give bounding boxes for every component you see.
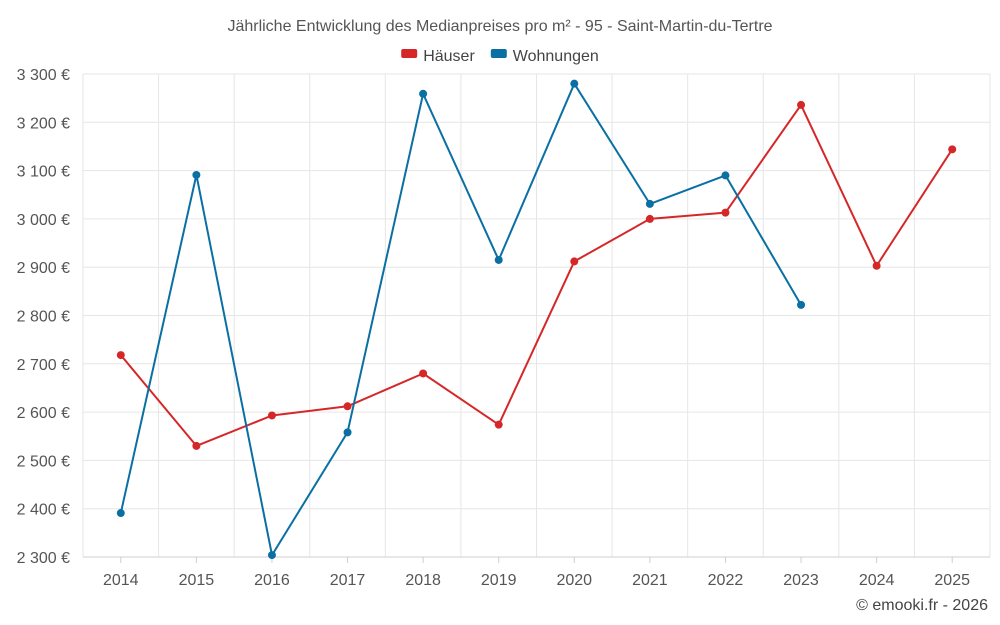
legend: Häuser Wohnungen: [401, 48, 599, 65]
data-point-wohnungen: [192, 170, 201, 179]
legend-item-h-user[interactable]: Häuser: [401, 48, 475, 65]
x-tick-label: 2021: [632, 572, 668, 589]
y-tick-label: 2 800 €: [17, 309, 70, 326]
data-point-wohnungen: [645, 199, 654, 208]
data-point-h-user: [797, 100, 806, 109]
data-point-h-user: [948, 145, 957, 154]
x-tick-label: 2018: [405, 572, 441, 589]
data-point-h-user: [721, 208, 730, 217]
data-point-h-user: [872, 261, 881, 270]
y-tick-label: 3 300 €: [17, 67, 70, 84]
data-point-wohnungen: [419, 89, 428, 98]
x-tick-label: 2020: [556, 572, 592, 589]
data-point-wohnungen: [267, 551, 276, 560]
x-tick-label: 2025: [934, 572, 970, 589]
y-tick-label: 2 700 €: [17, 357, 70, 374]
data-point-h-user: [267, 411, 276, 420]
data-point-wohnungen: [797, 300, 806, 309]
chart-title: Jährliche Entwicklung des Medianpreises …: [227, 18, 772, 35]
grid: [82, 73, 991, 558]
legend-label: Wohnungen: [513, 48, 599, 65]
x-tick-label: 2016: [254, 572, 290, 589]
credit-text: © emooki.fr - 2026: [856, 597, 988, 614]
y-tick-label: 2 600 €: [17, 405, 70, 422]
legend-label: Häuser: [423, 48, 475, 65]
x-tick-label: 2019: [481, 572, 517, 589]
data-point-wohnungen: [570, 79, 579, 88]
y-tick-label: 3 200 €: [17, 115, 70, 132]
x-tick-label: 2024: [859, 572, 895, 589]
series-h-user: [116, 100, 957, 450]
y-tick-label: 3 100 €: [17, 164, 70, 181]
x-tick-label: 2014: [103, 572, 139, 589]
x-tick-label: 2015: [179, 572, 215, 589]
y-tick-label: 2 500 €: [17, 453, 70, 470]
legend-swatch: [401, 49, 418, 58]
axes: 2 300 € 2 400 € 2 500 € 2 600 € 2 700 € 2 800…: [17, 67, 990, 589]
y-tick-label: 2 300 €: [17, 550, 70, 567]
data-point-h-user: [494, 420, 503, 429]
legend-swatch: [490, 49, 507, 58]
data-point-h-user: [419, 369, 428, 378]
x-tick-label: 2022: [708, 572, 744, 589]
data-point-h-user: [192, 441, 201, 450]
data-point-h-user: [570, 257, 579, 266]
legend-item-wohnungen[interactable]: Wohnungen: [490, 48, 599, 65]
y-tick-label: 2 400 €: [17, 502, 70, 519]
x-tick-label: 2017: [330, 572, 366, 589]
data-point-h-user: [343, 402, 352, 411]
data-point-wohnungen: [343, 428, 352, 437]
series-layer: [116, 79, 957, 560]
x-tick-label: 2023: [783, 572, 819, 589]
data-point-wohnungen: [494, 255, 503, 264]
series-line-h-user: [120, 103, 954, 447]
series-wohnungen: [116, 79, 806, 560]
data-point-h-user: [645, 214, 654, 223]
data-point-wohnungen: [721, 171, 730, 180]
series-line-wohnungen: [119, 82, 802, 557]
data-point-h-user: [116, 351, 125, 360]
y-tick-label: 2 900 €: [17, 260, 70, 277]
data-point-wohnungen: [116, 509, 125, 518]
y-tick-label: 3 000 €: [17, 212, 70, 229]
